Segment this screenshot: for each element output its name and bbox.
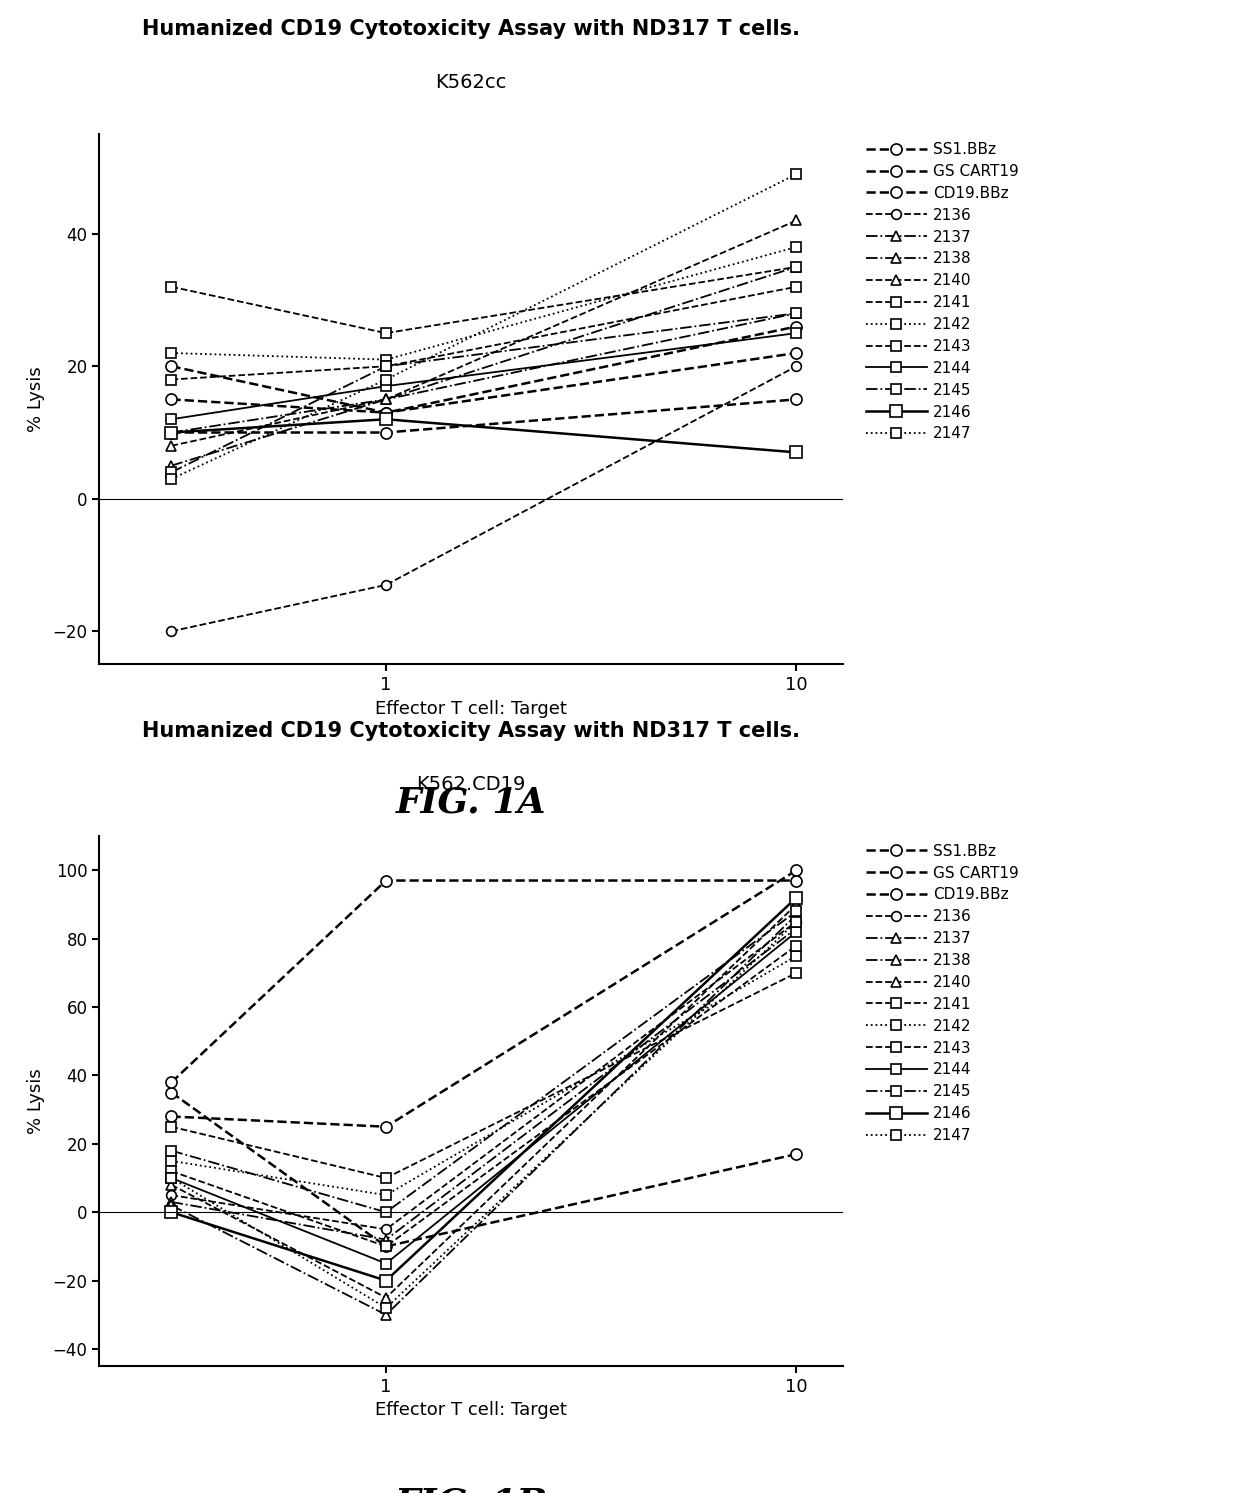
X-axis label: Effector T cell: Target: Effector T cell: Target bbox=[376, 1402, 567, 1420]
Text: FIG. 1B: FIG. 1B bbox=[394, 1487, 548, 1493]
Text: K562.CD19: K562.CD19 bbox=[417, 775, 526, 794]
Text: Humanized CD19 Cytotoxicity Assay with ND317 T cells.: Humanized CD19 Cytotoxicity Assay with N… bbox=[143, 721, 800, 741]
Y-axis label: % Lysis: % Lysis bbox=[27, 1067, 46, 1135]
Y-axis label: % Lysis: % Lysis bbox=[27, 366, 46, 433]
Legend: SS1.BBz, GS CART19, CD19.BBz, 2136, 2137, 2138, 2140, 2141, 2142, 2143, 2144, 21: SS1.BBz, GS CART19, CD19.BBz, 2136, 2137… bbox=[866, 844, 1019, 1144]
Text: Humanized CD19 Cytotoxicity Assay with ND317 T cells.: Humanized CD19 Cytotoxicity Assay with N… bbox=[143, 19, 800, 39]
Legend: SS1.BBz, GS CART19, CD19.BBz, 2136, 2137, 2138, 2140, 2141, 2142, 2143, 2144, 21: SS1.BBz, GS CART19, CD19.BBz, 2136, 2137… bbox=[866, 142, 1019, 442]
Text: FIG. 1A: FIG. 1A bbox=[396, 785, 547, 820]
X-axis label: Effector T cell: Target: Effector T cell: Target bbox=[376, 700, 567, 718]
Text: K562cc: K562cc bbox=[435, 73, 507, 93]
